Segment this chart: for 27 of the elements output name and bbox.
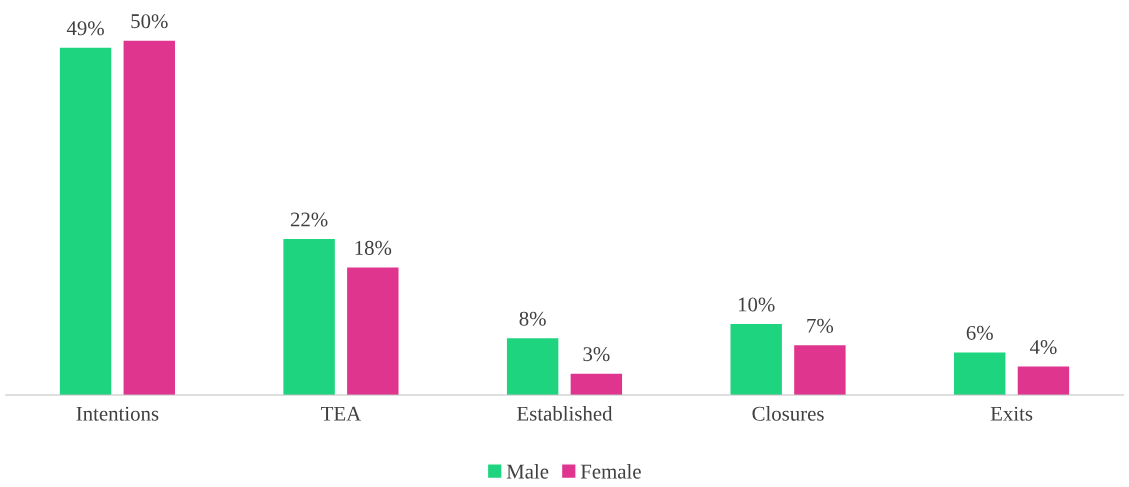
x-tick-label: TEA: [321, 406, 362, 421]
bar: [794, 345, 846, 395]
bar: [954, 352, 1006, 395]
data-label: 18%: [355, 240, 392, 255]
bar: [570, 373, 623, 395]
data-label: 10%: [738, 297, 775, 312]
data-label: 7%: [807, 318, 834, 333]
data-label: 49%: [66, 21, 104, 36]
x-tick-label: Intentions: [76, 406, 159, 421]
x-tick-label: Closures: [752, 406, 824, 421]
bar: [730, 324, 782, 395]
bar: [283, 239, 335, 395]
bar: [123, 40, 175, 395]
bar: [506, 338, 559, 395]
x-tick-label: Established: [517, 406, 613, 421]
data-label: 8%: [519, 311, 546, 326]
bar: [59, 47, 112, 395]
data-label: 3%: [583, 347, 610, 362]
data-label: 6%: [966, 325, 993, 340]
data-label: 50%: [131, 14, 168, 29]
bar: [1017, 366, 1070, 395]
legend-label: Male: [506, 463, 549, 479]
data-label: 4%: [1029, 340, 1057, 355]
legend-label: Female: [580, 463, 641, 479]
x-tick-label: Exits: [990, 406, 1033, 421]
bar: [347, 267, 399, 395]
data-label: 22%: [290, 212, 328, 227]
